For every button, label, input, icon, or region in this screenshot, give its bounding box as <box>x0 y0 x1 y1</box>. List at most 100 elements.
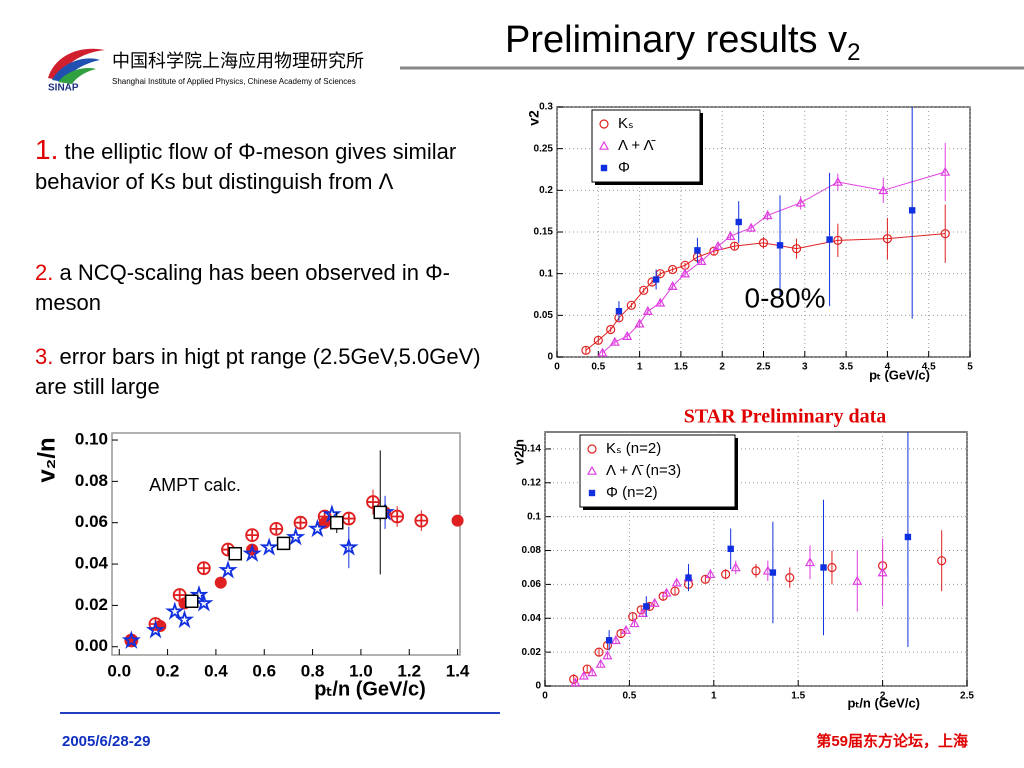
x-tick-label: 0.4 <box>204 661 228 680</box>
marker <box>661 587 672 597</box>
legend-marker <box>588 489 596 497</box>
y-axis-label: v2/n <box>511 439 526 465</box>
marker <box>228 546 242 561</box>
x-tick-label: 0 <box>554 362 560 373</box>
logo-english: Shanghai Institute of Applied Physics, C… <box>112 77 356 86</box>
marker <box>700 574 710 584</box>
legend-label: Kₛ (n=2) <box>606 440 661 457</box>
point-number: 1. <box>35 134 59 165</box>
marker <box>341 511 356 526</box>
logo-chinese: 中国科学院上海应用物理研究所 <box>112 51 364 72</box>
point: 1. the elliptic flow of Φ-meson gives si… <box>35 135 495 197</box>
marker <box>937 556 947 566</box>
y-tick-label: 0 <box>547 352 553 363</box>
legend-marker <box>600 164 608 172</box>
marker <box>670 586 680 596</box>
marker <box>587 667 598 677</box>
x-tick-label: 0.5 <box>622 691 636 702</box>
marker <box>694 247 701 254</box>
marker <box>826 236 833 243</box>
x-tick-label: 0.6 <box>252 661 276 680</box>
marker <box>832 176 843 186</box>
slide-title: Preliminary results v2 <box>505 19 860 66</box>
x-tick-label: 2.5 <box>960 691 974 702</box>
legend-label: Kₛ <box>618 115 634 132</box>
marker <box>606 324 616 335</box>
marker <box>758 238 769 248</box>
marker <box>610 635 621 645</box>
marker <box>605 637 613 644</box>
marker <box>307 518 328 538</box>
marker <box>629 618 640 628</box>
marker <box>582 664 592 674</box>
x-tick-label: 2 <box>719 362 725 373</box>
marker <box>373 505 387 520</box>
marker <box>636 605 646 615</box>
marker <box>390 509 405 524</box>
marker <box>639 285 649 295</box>
marker <box>578 670 589 680</box>
marker <box>246 543 259 556</box>
point-text: a NCQ-scaling has been observed in Φ-mes… <box>35 260 451 315</box>
marker <box>785 573 795 583</box>
marker <box>602 650 613 660</box>
legend-label: Φ <box>618 159 630 176</box>
legend-box <box>591 109 701 183</box>
marker <box>330 515 344 530</box>
marker <box>194 593 214 612</box>
marker <box>705 569 716 579</box>
y-tick-label: 0.3 <box>539 102 553 113</box>
annotation: 0-80% <box>745 282 826 313</box>
point-number: 2. <box>35 260 54 285</box>
marker <box>569 674 579 684</box>
logo-mark <box>48 48 105 84</box>
marker <box>154 620 167 633</box>
marker <box>643 603 650 610</box>
marker <box>276 536 291 551</box>
legend-marker <box>599 119 609 129</box>
y-tick-label: 0.1 <box>539 268 553 279</box>
marker <box>242 543 262 562</box>
marker <box>597 347 608 357</box>
marker <box>269 522 284 536</box>
marker <box>581 345 591 355</box>
marker <box>940 166 951 176</box>
marker <box>189 584 209 604</box>
marker <box>642 305 653 315</box>
legend-label: Λ + Λ̄ (n=3) <box>606 462 681 479</box>
y-tick-label: 0.2 <box>539 185 553 196</box>
x-tick-label: 4.5 <box>922 362 936 373</box>
marker <box>637 607 648 617</box>
x-tick-label: 0.5 <box>591 362 605 373</box>
marker <box>940 229 950 239</box>
marker <box>680 268 691 278</box>
marker <box>245 528 260 543</box>
marker <box>727 545 734 553</box>
title-subscript: 2 <box>847 39 860 66</box>
marker <box>655 297 666 307</box>
marker <box>776 242 784 249</box>
y-tick-label: 0.04 <box>522 613 542 624</box>
marker <box>696 255 707 265</box>
marker <box>414 513 429 528</box>
x-tick-label: 1.4 <box>446 661 470 680</box>
marker <box>594 647 604 657</box>
x-tick-label: 3 <box>802 362 808 373</box>
x-tick-label: 1.5 <box>791 691 805 702</box>
y-tick-label: 0.15 <box>534 227 554 238</box>
annotation: AMPT calc. <box>149 475 241 495</box>
marker <box>908 207 916 214</box>
marker <box>615 307 623 315</box>
marker <box>649 597 660 607</box>
y-tick-label: 0.25 <box>534 143 554 154</box>
marker <box>751 566 761 576</box>
legend-label: Λ + Λ̄ <box>618 137 655 154</box>
marker <box>609 336 620 346</box>
y-tick-label: 0 <box>535 681 541 692</box>
marker <box>174 609 195 629</box>
point-text: error bars in higt pt range (2.5GeV,5.0G… <box>35 344 481 399</box>
title-text: Preliminary results v <box>505 19 847 61</box>
legend-marker <box>586 465 598 475</box>
y-tick-label: 0.10 <box>75 430 108 449</box>
